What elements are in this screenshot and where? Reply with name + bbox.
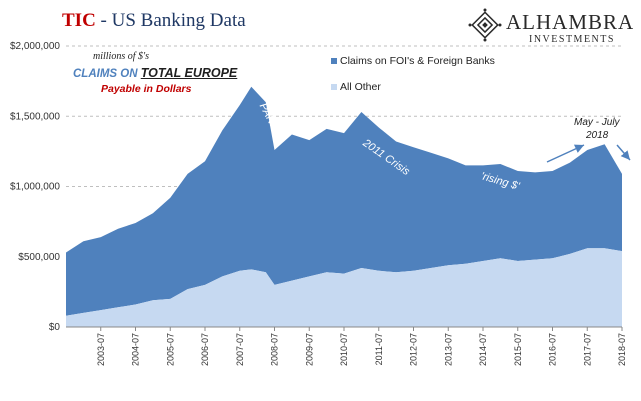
may-july-year: 2018 (586, 130, 609, 141)
x-tick-label: 2004-07 (131, 333, 141, 366)
claims-note: CLAIMS ON TOTAL EUROPE (73, 66, 237, 80)
x-tick-label: 2014-07 (478, 333, 488, 366)
x-tick-label: 2005-07 (165, 333, 175, 366)
x-tick-label: 2015-07 (513, 333, 523, 366)
legend-swatch-other (331, 84, 337, 91)
legend-item-claims: Claims on FOI's & Foreign Banks (331, 55, 495, 67)
may-july-label: May - July (574, 117, 620, 128)
title-accent: TIC (62, 10, 96, 31)
chart-title: TIC - US Banking Data (62, 10, 246, 32)
y-tick-label: $1,000,000 (10, 182, 60, 193)
legend-item-other: All Other (331, 81, 381, 93)
x-tick-label: 2003-07 (96, 333, 106, 366)
y-tick-label: $500,000 (18, 252, 60, 263)
payable-note: Payable in Dollars (101, 83, 192, 95)
title-rest: - US Banking Data (95, 10, 246, 31)
logo-name: ALHAMBRA (506, 10, 635, 34)
units-note: millions of $'s (93, 51, 150, 62)
stacked-areas (66, 86, 622, 327)
alhambra-logo-icon (468, 8, 502, 42)
logo-subtitle: INVESTMENTS (529, 34, 615, 45)
y-tick-label: $0 (49, 322, 61, 333)
x-tick-label: 2008-07 (270, 333, 280, 366)
x-tick-label: 2006-07 (200, 333, 210, 366)
x-tick-label: 2018-07 (617, 333, 627, 366)
legend-label-claims: Claims on FOI's & Foreign Banks (340, 55, 495, 67)
legend-label-other: All Other (340, 81, 381, 93)
area-all-other (66, 248, 622, 327)
x-tick-label: 2011-07 (374, 333, 384, 365)
y-tick-label: $1,500,000 (10, 111, 60, 122)
legend-swatch-claims (331, 58, 337, 65)
x-tick-label: 2007-07 (235, 333, 245, 366)
x-tick-label: 2012-07 (409, 333, 419, 366)
x-tick-label: 2016-07 (548, 333, 558, 366)
y-tick-label: $2,000,000 (10, 41, 60, 52)
x-tick-label: 2017-07 (582, 333, 592, 366)
x-tick-label: 2013-07 (443, 333, 453, 366)
claims-prefix: CLAIMS ON (73, 68, 141, 80)
down-arrow (616, 144, 631, 161)
area-claims-foreign-banks (66, 86, 622, 316)
claims-emphasis: TOTAL EUROPE (140, 66, 238, 80)
axes: $0 $500,000 $1,000,000 $1,500,000 $2,000,000… (10, 41, 627, 366)
annotation-arrows (546, 144, 631, 163)
up-arrow (546, 144, 585, 163)
x-tick-label: 2010-07 (339, 333, 349, 366)
x-tick-label: 2009-07 (304, 333, 314, 366)
